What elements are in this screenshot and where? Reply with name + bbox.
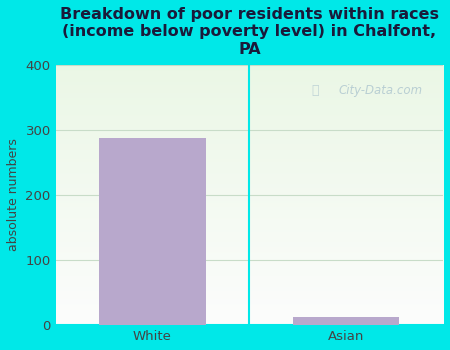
Bar [99,138,206,325]
Text: ⦿: ⦿ [311,84,319,97]
Title: Breakdown of poor residents within races
(income below poverty level) in Chalfon: Breakdown of poor residents within races… [60,7,439,57]
Y-axis label: absolute numbers: absolute numbers [7,139,20,251]
Text: City-Data.com: City-Data.com [338,84,423,97]
Bar [293,317,400,325]
